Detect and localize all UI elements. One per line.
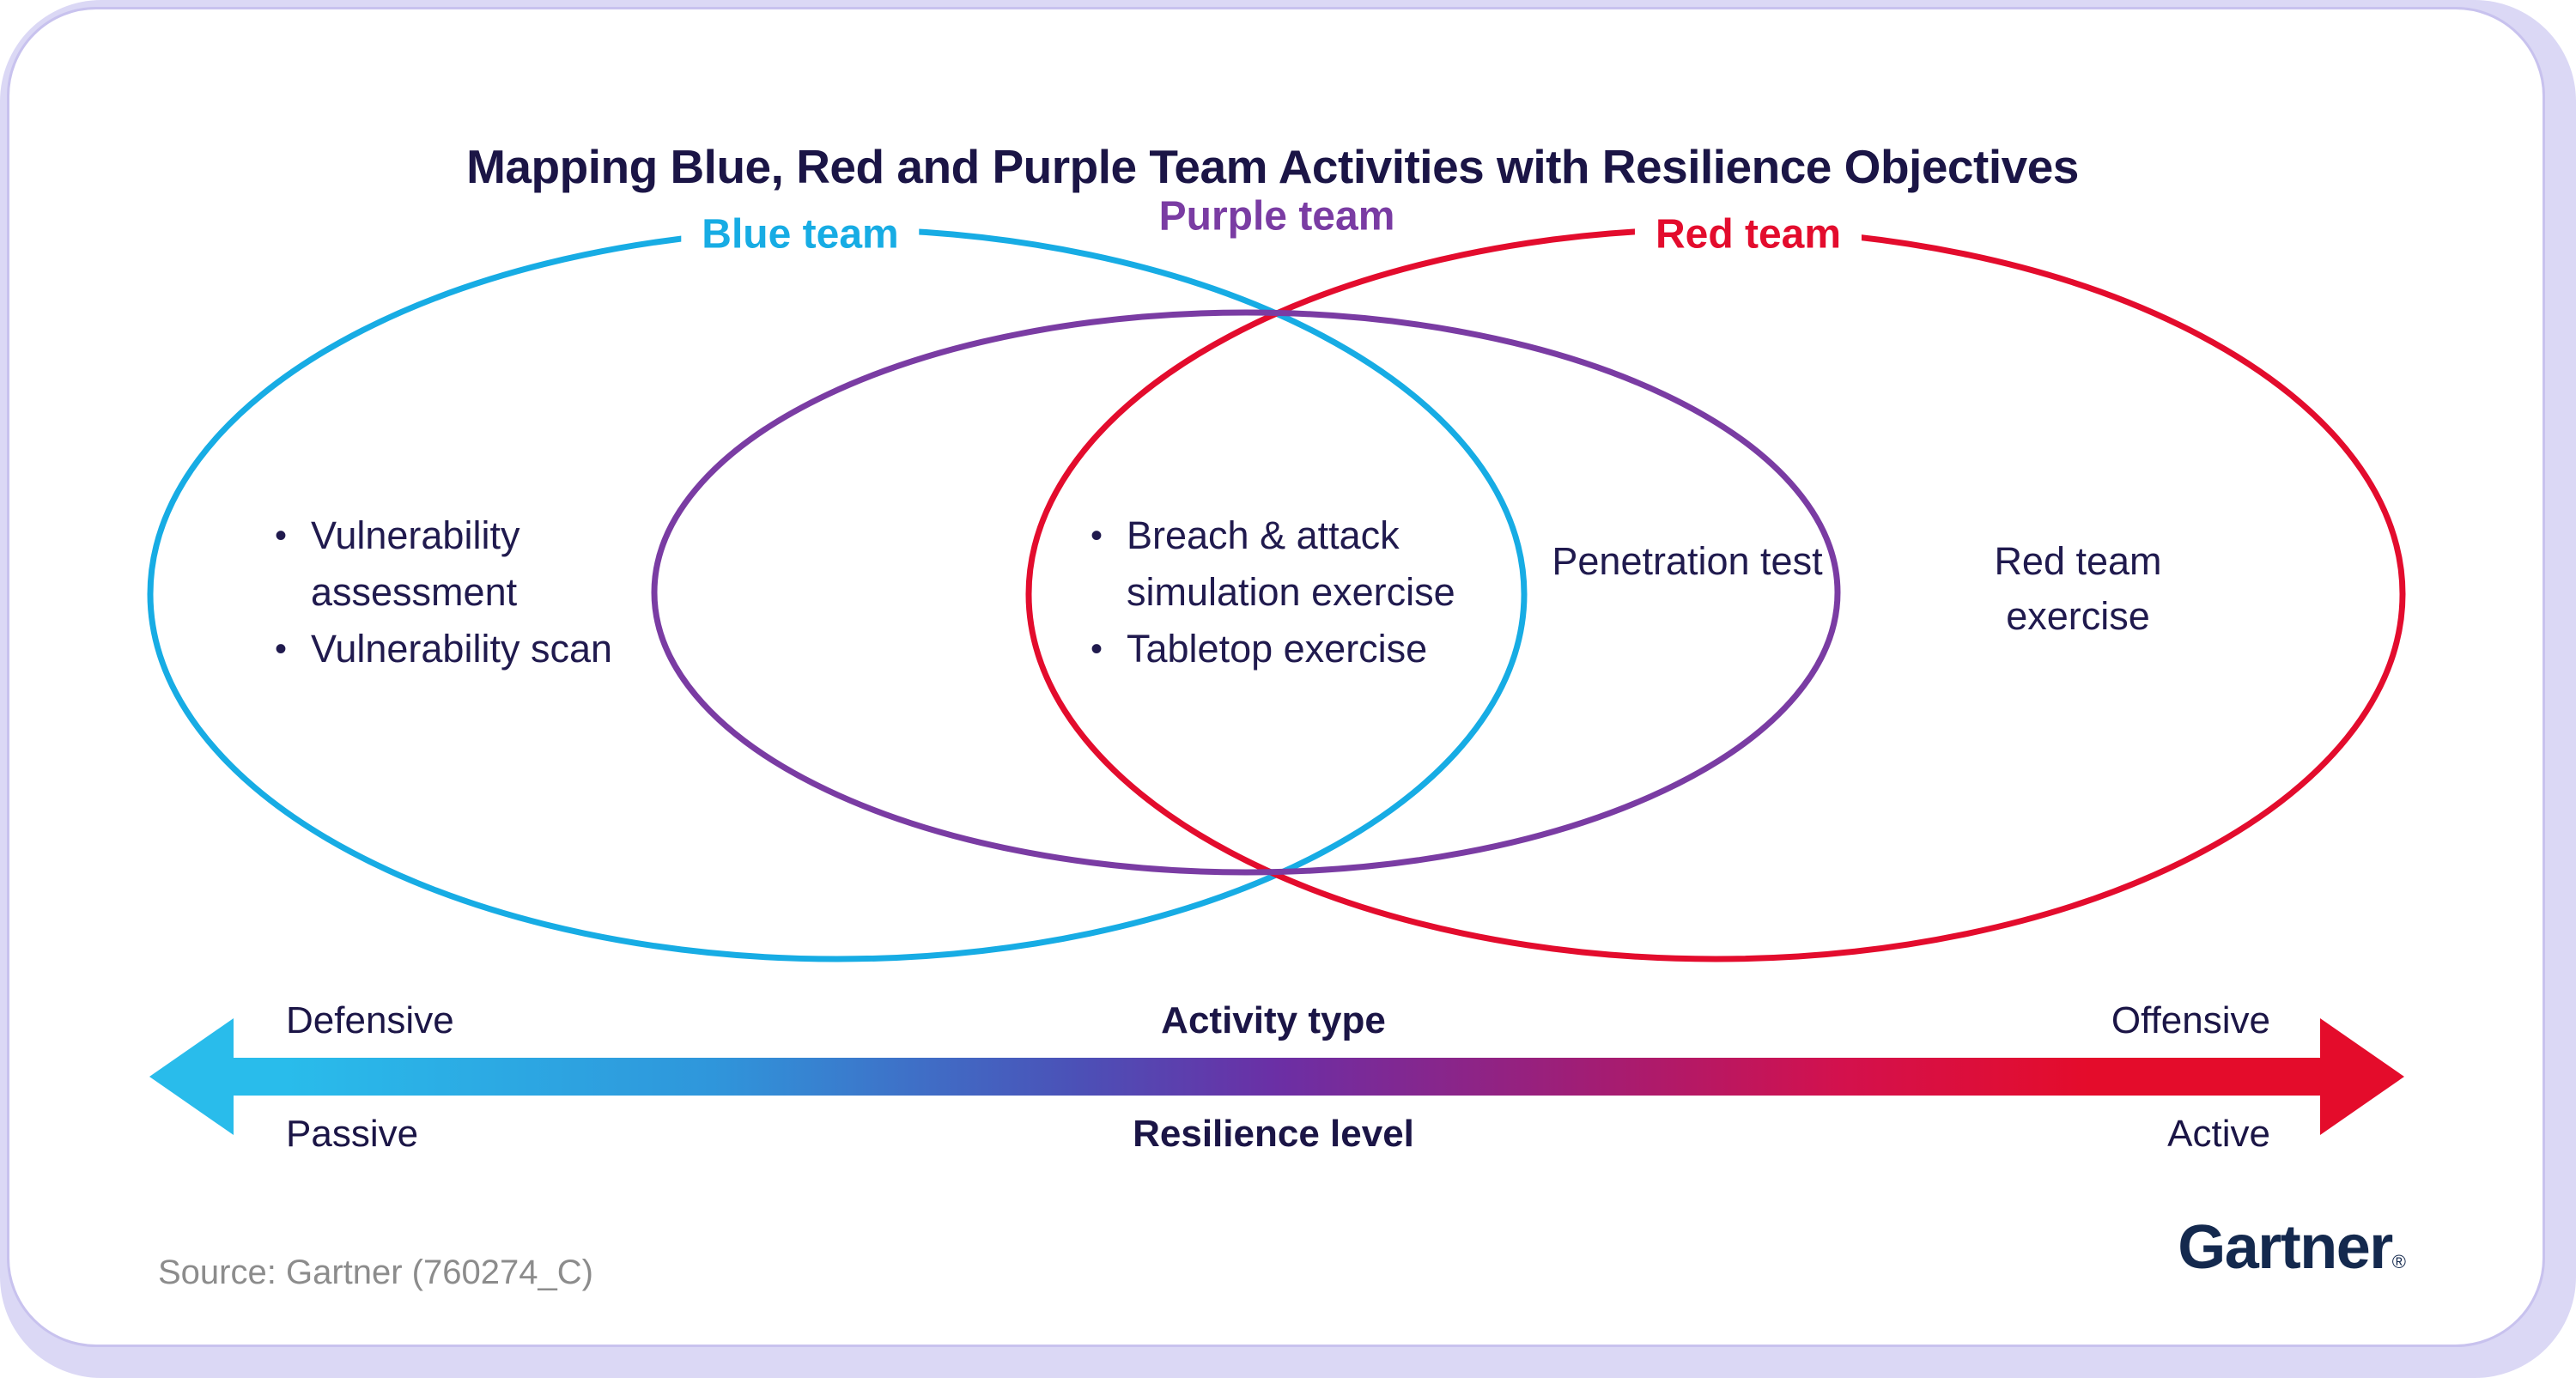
blue-only-activities-list: Vulnerability assessment Vulnerability s… bbox=[273, 507, 677, 677]
purple-blue-overlap-activities-list: Breach & attack simulation exercise Tabl… bbox=[1089, 507, 1570, 677]
axis-resilience-level-title: Resilience level bbox=[1133, 1113, 1414, 1155]
red-team-label: Red team bbox=[1634, 209, 1862, 260]
axis-defensive-label: Defensive bbox=[286, 999, 454, 1041]
purple-team-label: Purple team bbox=[1138, 191, 1416, 242]
axis-passive-label: Passive bbox=[286, 1113, 419, 1155]
gradient-double-arrow bbox=[149, 1018, 2404, 1135]
blue-team-label: Blue team bbox=[681, 209, 920, 260]
source-note: Source: Gartner (760274_C) bbox=[158, 1254, 593, 1291]
list-item: Breach & attack simulation exercise bbox=[1089, 507, 1570, 621]
red-team-exercise-label: Red team exercise bbox=[1994, 539, 2162, 638]
list-item: Vulnerability assessment bbox=[273, 507, 677, 621]
penetration-test-label: Penetration test bbox=[1552, 539, 1823, 583]
axis-offensive-label: Offensive bbox=[2111, 999, 2270, 1041]
list-item: Vulnerability scan bbox=[273, 621, 677, 677]
registered-trademark-icon: ® bbox=[2391, 1251, 2406, 1272]
axis-activity-type-title: Activity type bbox=[1161, 999, 1386, 1041]
gartner-logo: Gartner® bbox=[2178, 1212, 2406, 1283]
axis-active-label: Active bbox=[2167, 1113, 2270, 1155]
list-item: Tabletop exercise bbox=[1089, 621, 1570, 677]
gartner-logo-text: Gartner bbox=[2178, 1213, 2393, 1282]
page-title: Mapping Blue, Red and Purple Team Activi… bbox=[466, 140, 2079, 193]
